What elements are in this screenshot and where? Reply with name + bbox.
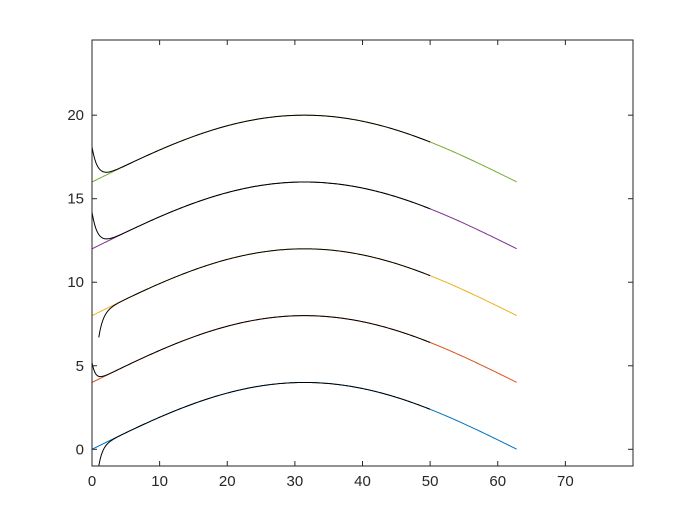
- tick-layer: 0 10 20 30 40 50 60 70 0 5 10 15 20: [67, 40, 633, 490]
- approx-line-4: [92, 181, 431, 240]
- series-layer: [92, 114, 517, 466]
- x-tick-label: 0: [88, 473, 96, 490]
- y-tick-label: 0: [76, 441, 84, 458]
- x-tick-label: 50: [422, 473, 439, 490]
- approx-line-5: [92, 114, 431, 173]
- axes-box: [91, 39, 634, 467]
- x-tick-label: 20: [219, 473, 236, 490]
- x-tick-label: 60: [489, 473, 506, 490]
- plot-area: [92, 40, 633, 466]
- y-tick-label: 5: [76, 358, 84, 375]
- approx-line-3: [98, 248, 431, 338]
- approx-line-2: [92, 315, 431, 378]
- y-tick-label: 20: [67, 107, 84, 124]
- x-tick-label: 70: [557, 473, 574, 490]
- y-tick-label: 10: [67, 274, 84, 291]
- x-tick-label: 40: [354, 473, 371, 490]
- x-tick-label: 30: [287, 473, 304, 490]
- x-tick-label: 10: [151, 473, 168, 490]
- y-tick-label: 15: [67, 191, 84, 208]
- approx-line-1: [98, 381, 431, 466]
